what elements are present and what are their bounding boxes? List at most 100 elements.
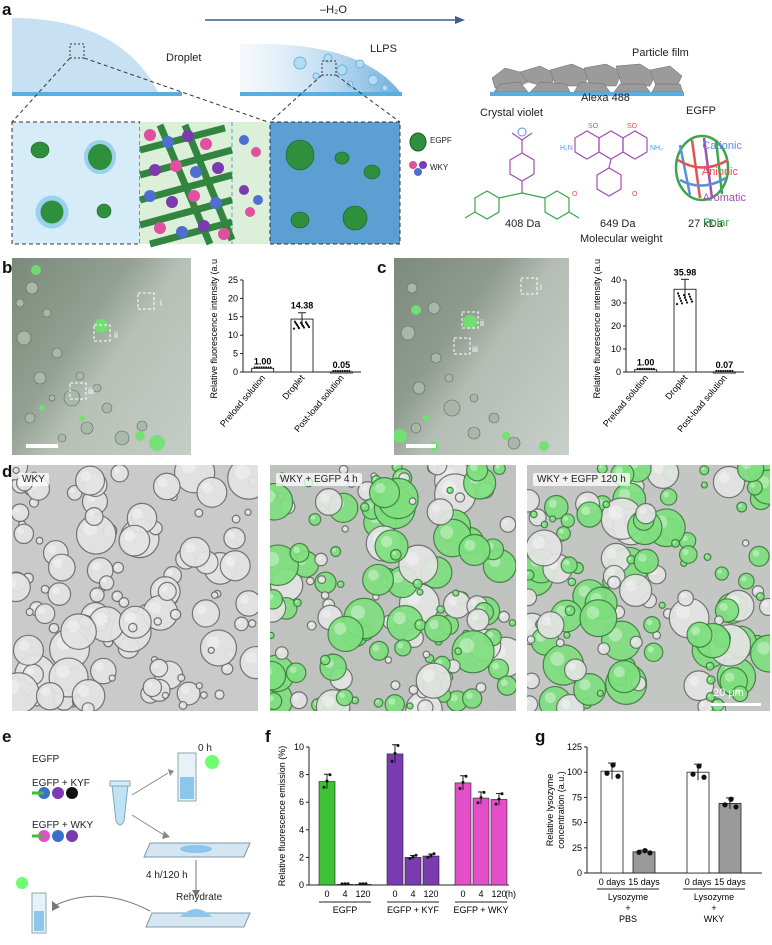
md1-highlight-75 xyxy=(212,592,215,596)
md1-droplet-105 xyxy=(35,681,65,711)
md3-droplet-109 xyxy=(536,611,565,640)
md2-droplet-96 xyxy=(408,497,417,506)
md1-droplet-79 xyxy=(127,622,138,633)
chart-c-ytick-label-3: 30 xyxy=(611,298,621,308)
md1-droplet-8 xyxy=(108,674,116,682)
md1-highlight-105 xyxy=(41,687,51,697)
panel-a-schematic: SO SO O O H₂N NH₂ xyxy=(11,16,730,248)
chart-c-point-2-4 xyxy=(724,369,727,372)
md1-droplet-92 xyxy=(196,476,228,508)
md2-highlight-130 xyxy=(311,515,316,520)
md1-highlight-79 xyxy=(130,624,134,628)
md3-highlight-128 xyxy=(717,569,723,574)
egfp-barrels-dilute xyxy=(30,140,116,229)
md1-highlight-63 xyxy=(14,507,21,514)
md3-highlight-18 xyxy=(606,548,617,559)
md1-highlight-7 xyxy=(95,662,104,672)
md1-droplet-33 xyxy=(25,607,34,617)
chart-g: 0 25 50 75 100 125 Relative lysozyme concentrat… xyxy=(545,742,762,924)
chart-b-point-0-0 xyxy=(253,366,256,369)
micrograph-d2: WKY + EGFP 4 h xyxy=(270,465,516,711)
md3-highlight-96 xyxy=(750,482,756,488)
md3-highlight-109 xyxy=(541,616,552,626)
md1-highlight-88 xyxy=(161,585,168,592)
md2-highlight-3 xyxy=(392,682,396,686)
chart-b-point-1-7 xyxy=(295,323,299,327)
md2-highlight-133 xyxy=(431,503,441,513)
md3-droplet-138 xyxy=(677,589,694,607)
md3-droplet-112 xyxy=(737,572,755,590)
md2-highlight-110 xyxy=(410,687,414,691)
chart-f-xtick-label-2-2: 120 xyxy=(491,889,506,899)
chart-c-point-2-5 xyxy=(726,369,729,372)
md1-highlight-95 xyxy=(209,648,212,651)
chart-b-point-1-8 xyxy=(300,323,304,326)
arrow-label: –H₂O xyxy=(320,4,347,16)
chart-g-bar-1-1 xyxy=(718,803,742,874)
md3-highlight-106 xyxy=(742,465,752,470)
chart-c-point-1-5 xyxy=(684,298,688,302)
chart-c-point-0-1 xyxy=(638,367,641,370)
chart-b-point-1-9 xyxy=(305,322,309,325)
md2-droplet-8 xyxy=(341,525,349,533)
md3-highlight-113 xyxy=(527,675,533,682)
md1-highlight-84 xyxy=(37,538,40,541)
md2-droplet-134 xyxy=(475,682,487,693)
chart-b-point-0-1 xyxy=(255,366,258,369)
md2-droplet-142 xyxy=(415,662,452,699)
md2-highlight-139 xyxy=(332,548,336,552)
md2-highlight-124 xyxy=(362,504,366,508)
md3-highlight-84 xyxy=(581,506,591,516)
md2-highlight-11 xyxy=(361,485,368,492)
chart-f-group-label-0: EGFP xyxy=(333,905,358,915)
md1-droplet-63 xyxy=(12,503,30,523)
md2-highlight-112 xyxy=(270,695,274,702)
md1-highlight-117 xyxy=(113,592,118,597)
scale-bar-label: 20 μm xyxy=(713,687,744,699)
md2-highlight-14 xyxy=(270,633,272,636)
md1-droplet-85 xyxy=(214,689,225,700)
chart-c-point-2-3 xyxy=(722,369,725,372)
md3-droplet-135 xyxy=(560,513,576,528)
md1-droplet-64 xyxy=(227,465,258,500)
md3-droplet-16 xyxy=(703,553,712,562)
md2-highlight-142 xyxy=(422,669,435,682)
md1-droplet-91 xyxy=(13,523,35,545)
md2-droplet-88 xyxy=(451,630,495,674)
fluorescence-glow-top xyxy=(205,755,219,769)
md3-highlight-44 xyxy=(665,610,669,614)
md2-droplet-83 xyxy=(373,697,384,708)
md1-droplet-110 xyxy=(219,550,251,582)
md2-droplet-87 xyxy=(406,702,414,710)
chart-c-point-0-0 xyxy=(636,367,639,370)
md3-droplet-106 xyxy=(736,465,765,483)
legend-egpf-label: EGPF xyxy=(430,136,452,145)
chart-b-value-label-2: 0.05 xyxy=(333,360,351,370)
chart-f-point-2-1-2 xyxy=(482,790,486,794)
chart-c-point-0-5 xyxy=(648,367,651,370)
chart-c-point-2-2 xyxy=(719,369,722,372)
chart-c-point-2-6 xyxy=(729,369,732,372)
md1-highlight-23 xyxy=(166,569,174,576)
md1-highlight-66 xyxy=(53,558,63,569)
md3-droplet-40 xyxy=(527,588,538,607)
md2-droplet-113 xyxy=(335,688,354,707)
md3-droplet-126 xyxy=(633,548,659,575)
md1-highlight-76 xyxy=(155,619,158,622)
md2-highlight-131 xyxy=(470,465,478,471)
md2-highlight-122 xyxy=(320,493,330,503)
md1-highlight-65 xyxy=(50,625,55,629)
chart-f-xtick-label-1-0: 0 xyxy=(392,889,397,899)
chart-c-point-0-7 xyxy=(652,367,655,370)
md2-highlight-128 xyxy=(270,593,274,600)
md3-highlight-51 xyxy=(682,548,689,556)
md3-droplet-124 xyxy=(705,692,716,702)
chart-f-point-1-0-2 xyxy=(396,744,400,748)
md1-highlight-96 xyxy=(77,685,90,697)
molecular-weight-label: Molecular weight xyxy=(580,233,663,245)
chart-c-point-0-2 xyxy=(641,367,644,370)
chart-b-point-1-0 xyxy=(292,327,296,330)
md1-highlight-10 xyxy=(197,604,207,615)
md3-highlight-14 xyxy=(718,471,730,483)
md2-highlight-9 xyxy=(393,465,398,467)
